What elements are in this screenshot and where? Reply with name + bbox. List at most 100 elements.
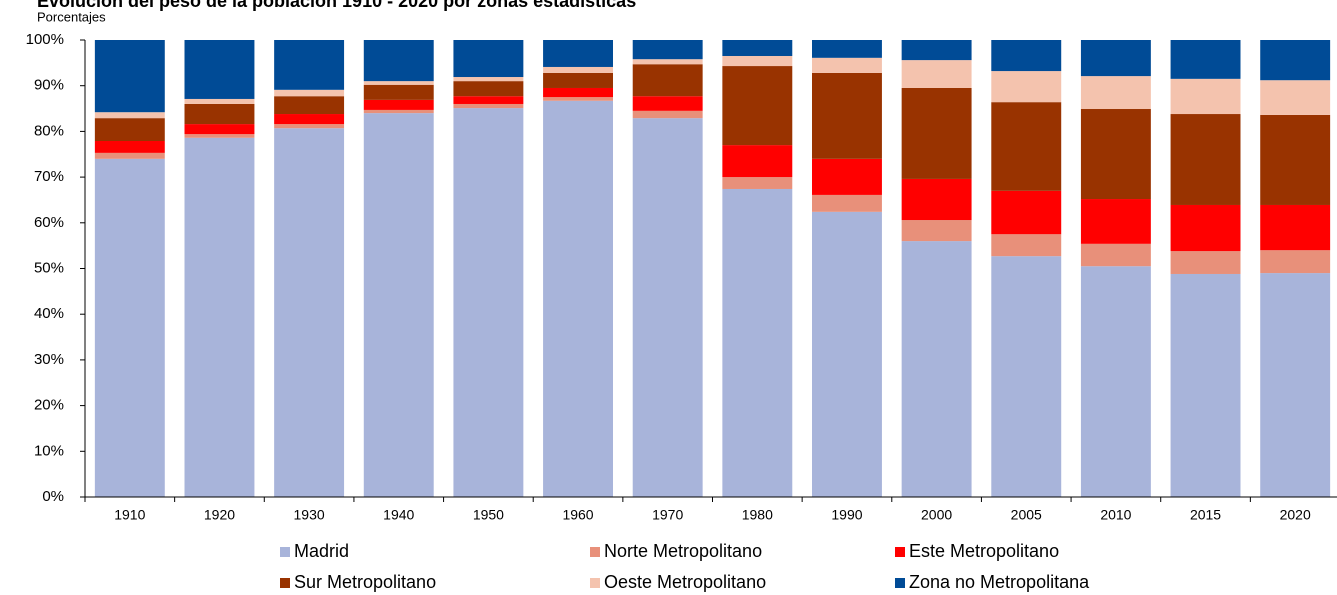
x-tick-label: 1970: [652, 507, 683, 523]
x-tick-label: 1960: [562, 507, 593, 523]
bar-segment: [722, 55, 793, 67]
bar-segment: [812, 57, 882, 73]
bar-segment: [1080, 199, 1151, 244]
bar-segment: [1260, 40, 1331, 81]
y-tick-label: 10%: [34, 442, 64, 459]
bar-segment: [453, 81, 524, 97]
x-tick-label: 1920: [204, 507, 235, 523]
legend-label: Norte Metropolitano: [604, 541, 762, 561]
bar-segment: [812, 40, 882, 58]
bar-segment: [363, 84, 434, 100]
bar-segment: [543, 40, 613, 67]
legend-label: Este Metropolitano: [909, 541, 1059, 561]
bar-segment: [453, 40, 524, 78]
legend-label: Oeste Metropolitano: [604, 572, 766, 592]
y-tick-label: 70%: [34, 168, 64, 185]
bar-segment: [1080, 109, 1151, 200]
bar-segment: [812, 72, 882, 159]
bar-segment: [722, 40, 793, 56]
legend-swatch: [895, 578, 905, 588]
bar-segment: [543, 72, 613, 88]
y-tick-label: 80%: [34, 122, 64, 139]
bar-segment: [1260, 250, 1331, 274]
bar-segment: [453, 77, 524, 82]
bar-segment: [363, 99, 434, 110]
bar-segment: [184, 98, 255, 104]
bar-segment: [632, 59, 703, 65]
y-tick-label: 30%: [34, 351, 64, 368]
legend-swatch: [590, 547, 600, 557]
bar-segment: [1170, 114, 1241, 205]
bar-segment: [94, 40, 165, 113]
bar-segment: [94, 140, 165, 153]
bar-segment: [991, 40, 1062, 72]
y-tick-label: 60%: [34, 214, 64, 231]
bar-segment: [274, 128, 345, 498]
chart-subtitle: Porcentajes: [37, 9, 106, 24]
bar-segment: [991, 234, 1062, 257]
x-tick-label: 2005: [1011, 507, 1042, 523]
bar-segment: [1260, 114, 1331, 205]
bar-segment: [1170, 273, 1241, 497]
bar-segment: [632, 96, 703, 111]
bar-segment: [363, 113, 434, 498]
legend-label: Madrid: [294, 541, 349, 561]
bar-segment: [184, 40, 255, 99]
bar-segment: [274, 96, 345, 115]
bar-segment: [632, 110, 703, 119]
bar-segment: [901, 178, 972, 221]
bar-segment: [991, 190, 1062, 235]
bar-segment: [543, 100, 613, 497]
x-tick-label: 1910: [114, 507, 145, 523]
bar-segment: [1260, 80, 1331, 115]
legend-swatch: [280, 547, 290, 557]
bar-segment: [1170, 251, 1241, 274]
bar-segment: [543, 97, 613, 101]
x-tick-label: 1980: [742, 507, 773, 523]
bar-segment: [94, 118, 165, 141]
bar-segment: [184, 137, 255, 497]
bar-segment: [722, 145, 793, 178]
y-tick-label: 50%: [34, 259, 64, 276]
bar-segment: [1080, 76, 1151, 110]
x-tick-label: 1930: [294, 507, 325, 523]
bar-segment: [632, 40, 703, 60]
y-tick-label: 0%: [42, 488, 64, 505]
bar-segment: [363, 40, 434, 82]
x-tick-label: 1950: [473, 507, 504, 523]
bar-segment: [453, 108, 524, 497]
bar-segment: [991, 256, 1062, 497]
legend-swatch: [280, 578, 290, 588]
bar-segment: [901, 220, 972, 242]
legend-label: Sur Metropolitano: [294, 572, 436, 592]
bar-segment: [94, 112, 165, 119]
bar-segment: [812, 211, 882, 497]
x-tick-label: 2020: [1280, 507, 1311, 523]
x-tick-label: 1940: [383, 507, 414, 523]
bar-segment: [632, 118, 703, 497]
legend-swatch: [590, 578, 600, 588]
bar-segment: [901, 87, 972, 179]
bar-segment: [274, 124, 345, 129]
bar-segment: [722, 66, 793, 146]
bar-segment: [1170, 40, 1241, 79]
bar-segment: [1260, 204, 1331, 251]
x-tick-label: 2000: [921, 507, 952, 523]
bar-segment: [453, 103, 524, 109]
x-tick-label: 2010: [1100, 507, 1131, 523]
bar-segment: [1170, 204, 1241, 252]
legend-label: Zona no Metropolitana: [909, 572, 1090, 592]
bar-segment: [274, 114, 345, 125]
bar-segment: [722, 188, 793, 497]
y-tick-label: 40%: [34, 305, 64, 322]
bar-segment: [363, 109, 434, 114]
x-tick-label: 1990: [831, 507, 862, 523]
bar-segment: [363, 81, 434, 85]
x-tick-label: 2015: [1190, 507, 1221, 523]
bar-segment: [94, 158, 165, 497]
bar-segment: [901, 60, 972, 88]
bar-segment: [184, 103, 255, 125]
bar-segment: [812, 194, 882, 212]
bar-segment: [1080, 243, 1151, 267]
bar-segment: [901, 40, 972, 61]
